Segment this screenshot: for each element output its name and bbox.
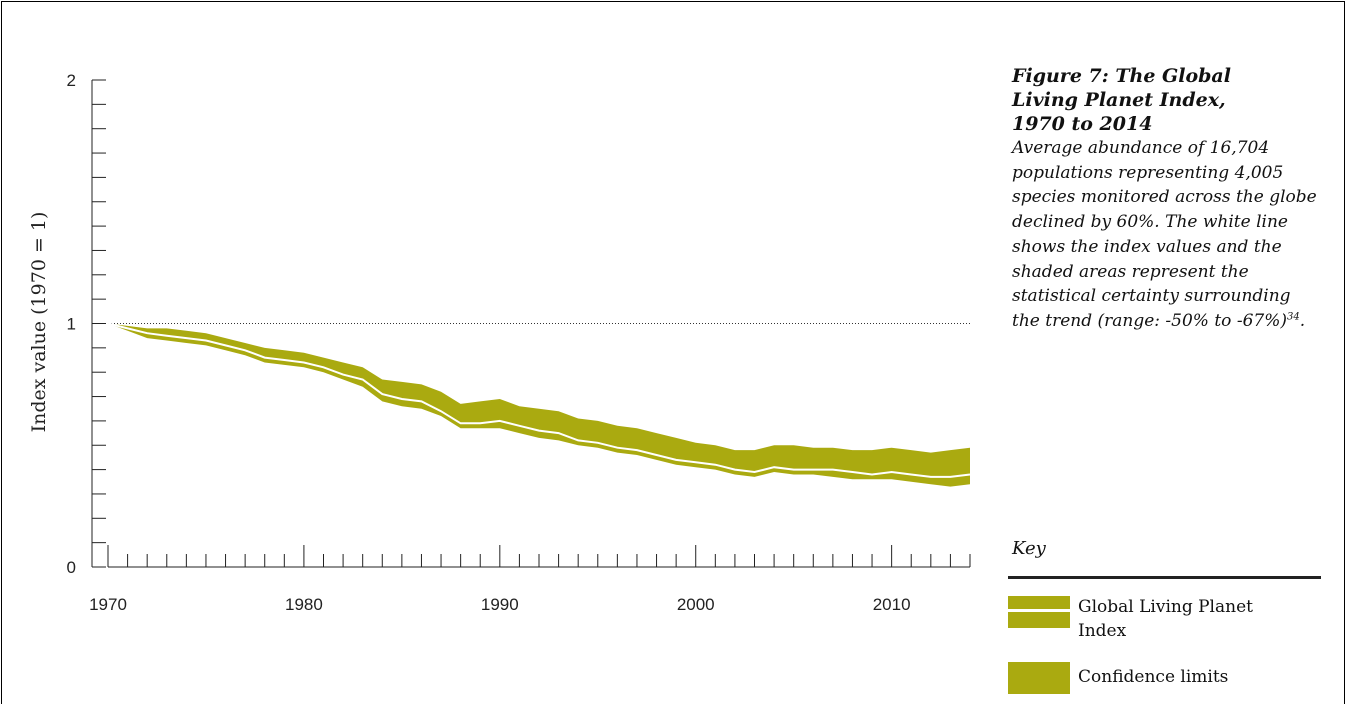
legend-title: Key bbox=[1012, 538, 1046, 559]
y-axis bbox=[91, 79, 106, 568]
legend-rule bbox=[1008, 576, 1321, 579]
confidence-swatch bbox=[1008, 662, 1070, 694]
y-tick-label: 1 bbox=[67, 315, 76, 334]
chart-canvas: 1970 1980 1990 2000 2010 0 1 2 bbox=[67, 71, 971, 614]
x-axis bbox=[107, 545, 971, 568]
x-tick-label: 2000 bbox=[677, 595, 715, 614]
confidence-band bbox=[108, 323, 970, 487]
legend-label-confidence: Confidence limits bbox=[1078, 667, 1229, 687]
x-tick-label: 2010 bbox=[873, 595, 911, 614]
footnote-ref: 34 bbox=[1286, 311, 1300, 323]
x-tick-label: 1970 bbox=[89, 595, 127, 614]
index-swatch bbox=[1008, 596, 1070, 628]
y-tick-label: 2 bbox=[67, 71, 76, 90]
x-tick-label: 1990 bbox=[481, 595, 519, 614]
description-end: . bbox=[1299, 310, 1306, 331]
x-tick-label: 1980 bbox=[285, 595, 323, 614]
y-tick-label: 0 bbox=[67, 558, 76, 577]
legend: Key Global Living Planet Index Confidenc… bbox=[1008, 538, 1322, 694]
legend-label-index-2: Index bbox=[1078, 621, 1127, 641]
legend-label-index-1: Global Living Planet bbox=[1078, 597, 1253, 617]
tick-labels: 1970 1980 1990 2000 2010 0 1 2 bbox=[67, 71, 911, 614]
y-axis-label: Index value (1970 = 1) bbox=[28, 211, 50, 433]
description-text: Average abundance of 16,704 populations … bbox=[1012, 138, 1317, 331]
index-line bbox=[107, 322, 971, 478]
figure-description: Average abundance of 16,704 populations … bbox=[1012, 136, 1322, 334]
figure-caption: Figure 7: The Global Living Planet Index… bbox=[1012, 64, 1332, 334]
figure-title: Figure 7: The Global Living Planet Index… bbox=[1012, 65, 1231, 135]
